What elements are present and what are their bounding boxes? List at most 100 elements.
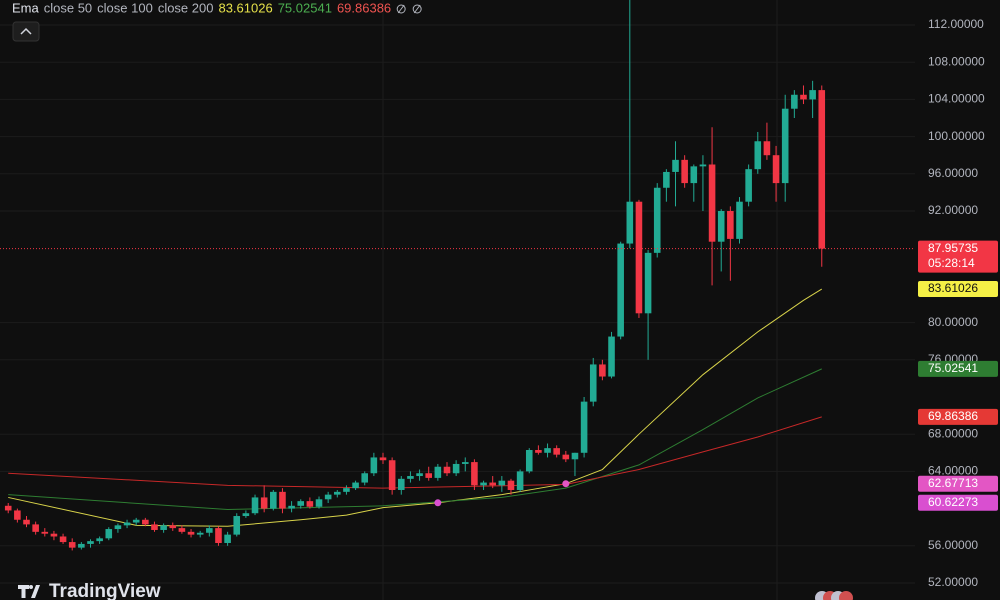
price-tag-label: 62.67713 bbox=[928, 476, 978, 490]
price-tag-label: 87.95735 bbox=[928, 241, 978, 255]
logo: TradingView bbox=[18, 581, 161, 600]
candle-body bbox=[169, 525, 177, 529]
candle-body bbox=[507, 480, 515, 490]
candle-body bbox=[681, 159, 688, 184]
candle-body bbox=[142, 519, 149, 525]
candle-body bbox=[800, 94, 807, 100]
price-tag-label: 75.02541 bbox=[928, 361, 978, 375]
candle-body bbox=[23, 519, 30, 525]
candle-body bbox=[425, 473, 432, 478]
y-tick-label: 96.00000 bbox=[928, 166, 978, 180]
candle-body bbox=[571, 452, 579, 460]
legend-icon bbox=[396, 4, 406, 14]
y-tick-label: 112.00000 bbox=[928, 17, 984, 31]
candle-body bbox=[251, 497, 259, 514]
candle-body bbox=[334, 491, 341, 495]
candle-body bbox=[535, 450, 542, 453]
candle-body bbox=[489, 482, 496, 486]
candle-body bbox=[270, 491, 277, 509]
candle-body bbox=[32, 524, 39, 532]
candle-body bbox=[215, 528, 222, 543]
price-tag bbox=[918, 360, 998, 377]
candle-body bbox=[397, 478, 405, 490]
y-tick-label: 80.00000 bbox=[928, 315, 978, 329]
candle-body bbox=[498, 480, 506, 486]
candle-body bbox=[480, 482, 487, 486]
candle-body bbox=[516, 471, 524, 490]
candle-body bbox=[443, 466, 451, 474]
ema-line bbox=[8, 288, 823, 527]
legend-icon bbox=[397, 4, 405, 14]
candle-body bbox=[50, 533, 58, 537]
candle-body bbox=[617, 243, 624, 337]
candle-body bbox=[544, 448, 551, 453]
candle-body bbox=[352, 482, 359, 489]
candle-body bbox=[599, 364, 606, 377]
price-tags: 60.62273 62.67713 83.61026 75.02541 69.86386… bbox=[918, 240, 998, 511]
price-tag bbox=[918, 475, 998, 492]
candle-body bbox=[407, 476, 414, 479]
legend-icon bbox=[412, 4, 422, 14]
candle-body bbox=[297, 501, 305, 506]
candle-body bbox=[379, 457, 387, 461]
candle-body bbox=[791, 94, 798, 109]
candle-body bbox=[105, 529, 113, 539]
candle-body bbox=[187, 531, 195, 535]
candle-body bbox=[343, 488, 350, 492]
candle-body bbox=[708, 164, 716, 242]
candle-body bbox=[279, 491, 286, 509]
y-tick-label: 92.00000 bbox=[928, 203, 978, 217]
legend-param: close 200 bbox=[158, 0, 214, 15]
flags bbox=[815, 591, 853, 600]
candle-body bbox=[324, 494, 332, 500]
candle-body bbox=[178, 528, 186, 532]
candle-body bbox=[580, 401, 588, 453]
y-tick-label: 104.00000 bbox=[928, 92, 985, 106]
candle-body bbox=[699, 164, 707, 167]
candle-body bbox=[96, 538, 103, 542]
candle-body bbox=[315, 499, 323, 507]
candle-body bbox=[754, 141, 762, 170]
plot bbox=[0, 0, 915, 551]
candle-body bbox=[736, 201, 743, 239]
price-tag-label: 69.86386 bbox=[928, 409, 978, 423]
candle-body bbox=[653, 187, 661, 253]
y-tick-label: 52.00000 bbox=[928, 575, 978, 589]
legend-value: 75.02541 bbox=[278, 0, 332, 15]
candle-body bbox=[370, 457, 378, 474]
candle-body bbox=[260, 497, 268, 509]
candle-body bbox=[809, 90, 816, 100]
candle-body bbox=[14, 510, 21, 520]
candle-body bbox=[717, 211, 725, 242]
candle-body bbox=[452, 463, 460, 474]
candle-body bbox=[416, 473, 423, 477]
candle-body bbox=[123, 522, 131, 526]
price-tag bbox=[918, 494, 998, 511]
price-tag-label: 83.61026 bbox=[928, 281, 978, 295]
candle-body bbox=[818, 90, 826, 249]
ema-line bbox=[8, 416, 822, 489]
collapse-button[interactable] bbox=[12, 21, 40, 42]
y-tick-label: 56.00000 bbox=[928, 538, 978, 552]
price-tag bbox=[918, 281, 998, 298]
candle-body bbox=[288, 505, 295, 509]
legend-icon bbox=[413, 4, 421, 14]
candle-body bbox=[78, 543, 85, 548]
candle-body bbox=[361, 473, 369, 483]
candle-body bbox=[206, 528, 213, 533]
candle-body bbox=[763, 141, 771, 156]
candle-body bbox=[589, 364, 597, 402]
candle-body bbox=[132, 519, 140, 523]
candle-body bbox=[672, 159, 679, 172]
cross-dot bbox=[562, 480, 570, 488]
candle-body bbox=[471, 462, 478, 486]
brand: TradingView bbox=[49, 581, 161, 600]
legend-param: close 100 bbox=[97, 0, 153, 15]
candle-body bbox=[434, 466, 442, 478]
cross-dot bbox=[434, 499, 442, 507]
price-tag-label: 60.62273 bbox=[928, 495, 978, 509]
price-tag bbox=[918, 240, 998, 273]
candle-body bbox=[41, 531, 49, 534]
candle-body bbox=[461, 462, 469, 464]
